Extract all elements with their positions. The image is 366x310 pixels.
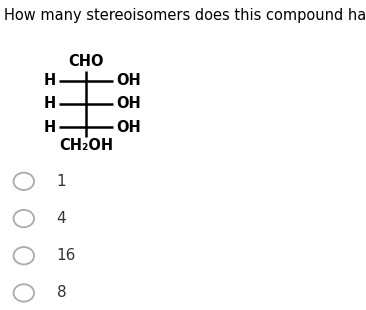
Text: H: H: [44, 96, 56, 111]
Text: 1: 1: [57, 174, 66, 189]
Text: How many stereoisomers does this compound have?: How many stereoisomers does this compoun…: [4, 8, 366, 23]
Text: 4: 4: [57, 211, 66, 226]
Text: OH: OH: [116, 96, 141, 111]
Text: H: H: [44, 73, 56, 88]
Text: CHO: CHO: [68, 55, 104, 69]
Text: 8: 8: [57, 286, 66, 300]
Text: H: H: [44, 120, 56, 135]
Text: CH₂OH: CH₂OH: [59, 138, 113, 153]
Text: OH: OH: [116, 120, 141, 135]
Text: OH: OH: [116, 73, 141, 88]
Text: 16: 16: [57, 248, 76, 263]
